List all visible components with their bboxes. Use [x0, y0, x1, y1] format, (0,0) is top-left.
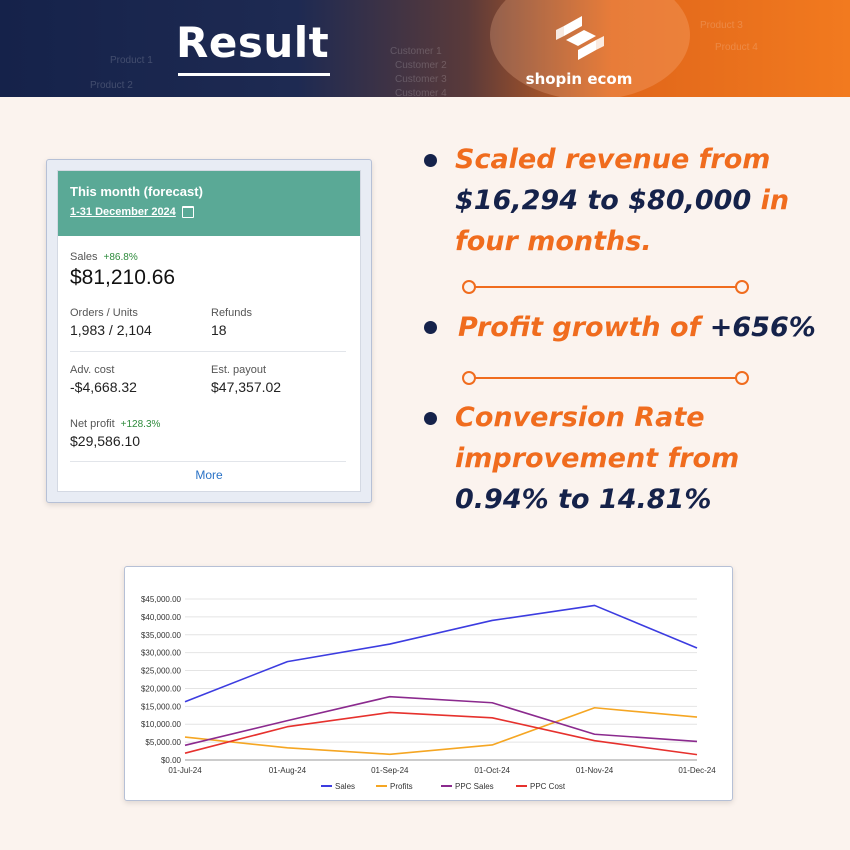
- background-text: Customer 4: [395, 88, 447, 97]
- x-tick-label: 01-Sep-24: [371, 766, 409, 775]
- net-profit-block: Net profit +128.3% $29,586.10: [70, 418, 160, 449]
- bullet-revenue: Scaled revenue from $16,294 to $80,000 i…: [455, 139, 789, 262]
- revenue-in-text: in: [760, 185, 790, 216]
- orders-block: Orders / Units 1,983 / 2,104: [70, 307, 152, 338]
- title-underline: [178, 73, 330, 76]
- sales-block: Sales +86.8% $81,210.66: [70, 251, 175, 290]
- y-tick-label: $45,000.00: [141, 595, 182, 604]
- background-text: Customer 2: [395, 60, 447, 71]
- page-title: Result: [176, 18, 330, 67]
- x-tick-label: 01-Jul-24: [168, 766, 202, 775]
- revenue-period-text: four months.: [455, 226, 652, 257]
- calendar-icon[interactable]: [181, 206, 194, 218]
- y-tick-label: $5,000.00: [145, 738, 181, 747]
- x-tick-label: 01-Nov-24: [576, 766, 614, 775]
- conversion-values: 0.94% to 14.81%: [455, 484, 712, 515]
- sales-label: Sales: [70, 251, 98, 263]
- x-tick-label: 01-Aug-24: [269, 766, 307, 775]
- y-tick-label: $40,000.00: [141, 613, 182, 622]
- refunds-label: Refunds: [211, 307, 252, 319]
- brand-name: shopin ecom: [525, 70, 633, 88]
- sales-delta: +86.8%: [103, 252, 138, 263]
- x-tick-label: 01-Dec-24: [678, 766, 716, 775]
- y-tick-label: $30,000.00: [141, 649, 182, 658]
- separator-ring-icon: [735, 371, 749, 385]
- legend-label: Sales: [335, 782, 355, 791]
- separator-ring-icon: [735, 280, 749, 294]
- orders-label: Orders / Units: [70, 307, 138, 319]
- bullet-dot-icon: [424, 321, 437, 334]
- line-chart: $0.00 $5,000.00 $10,000.00 $15,000.00 $20,00…: [141, 595, 716, 791]
- bullet-dot-icon: [424, 412, 437, 425]
- background-text: Product 2: [90, 80, 133, 91]
- net-profit-label: Net profit: [70, 418, 115, 430]
- y-tick-label: $10,000.00: [141, 720, 182, 729]
- legend-label: PPC Sales: [455, 782, 494, 791]
- series-line-profits: [184, 706, 698, 756]
- conversion-text: improvement from: [455, 443, 740, 474]
- series-line-ppc-cost: [184, 711, 698, 756]
- conversion-text: Conversion Rate: [455, 402, 705, 433]
- net-profit-value: $29,586.10: [70, 433, 141, 449]
- x-tick-label: 01-Oct-24: [474, 766, 510, 775]
- payout-label: Est. payout: [211, 364, 267, 376]
- net-profit-delta: +128.3%: [120, 419, 161, 430]
- more-link[interactable]: More: [195, 468, 223, 482]
- revenue-to-text: to: [587, 185, 619, 216]
- y-tick-label: $15,000.00: [141, 702, 182, 711]
- adv-cost-block: Adv. cost -$4,668.32: [70, 364, 137, 395]
- card-title: This month (forecast): [70, 184, 203, 199]
- bullet-profit: Profit growth of +656%: [458, 307, 816, 348]
- orders-value: 1,983 / 2,104: [70, 322, 152, 338]
- background-text: Product 3: [700, 20, 743, 31]
- bullet-dot-icon: [424, 154, 437, 167]
- revenue-start-value: $16,294: [455, 185, 578, 216]
- separator-line: [469, 377, 743, 379]
- series-line-sales: [184, 604, 698, 703]
- refunds-block: Refunds 18: [211, 307, 252, 338]
- background-text: Customer 3: [395, 74, 447, 85]
- y-tick-label: $0.00: [161, 756, 182, 765]
- adv-cost-value: -$4,668.32: [70, 379, 137, 395]
- y-tick-label: $35,000.00: [141, 631, 182, 640]
- bullet-conversion: Conversion Rate improvement from 0.94% t…: [455, 397, 739, 520]
- brand-logo-icon: [556, 16, 604, 60]
- divider: [70, 351, 346, 352]
- separator-line: [469, 286, 743, 288]
- date-range-link[interactable]: 1-31 December 2024: [70, 206, 176, 218]
- adv-cost-label: Adv. cost: [70, 364, 115, 376]
- divider: [70, 461, 346, 462]
- profit-value: +656%: [709, 312, 816, 343]
- date-range[interactable]: 1-31 December 2024: [70, 206, 348, 218]
- y-tick-label: $25,000.00: [141, 667, 182, 676]
- background-text: Product 1: [110, 55, 153, 66]
- legend-label: Profits: [390, 782, 413, 791]
- background-text: Customer 1: [390, 46, 442, 57]
- y-tick-label: $20,000.00: [141, 684, 182, 693]
- revenue-text: Scaled revenue from: [455, 144, 771, 175]
- header-banner: Customer 1 Customer 2 Customer 3 Custome…: [0, 0, 850, 97]
- payout-value: $47,357.02: [211, 379, 282, 395]
- separator-ring-icon: [462, 371, 476, 385]
- background-text: Product 4: [715, 42, 758, 53]
- revenue-end-value: $80,000: [628, 185, 752, 216]
- separator-ring-icon: [462, 280, 476, 294]
- stats-card: This month (forecast) 1-31 December 2024…: [57, 170, 361, 492]
- card-header: This month (forecast) 1-31 December 2024: [58, 171, 360, 236]
- payout-block: Est. payout $47,357.02: [211, 364, 281, 395]
- series-line-ppc-sales: [184, 695, 698, 747]
- refunds-value: 18: [211, 322, 227, 338]
- stats-card-frame: This month (forecast) 1-31 December 2024…: [46, 159, 372, 503]
- legend-label: PPC Cost: [530, 782, 566, 791]
- profit-text: Profit growth of: [458, 312, 701, 343]
- line-chart-frame: $0.00 $5,000.00 $10,000.00 $15,000.00 $20,00…: [124, 566, 733, 801]
- sales-value: $81,210.66: [70, 266, 176, 289]
